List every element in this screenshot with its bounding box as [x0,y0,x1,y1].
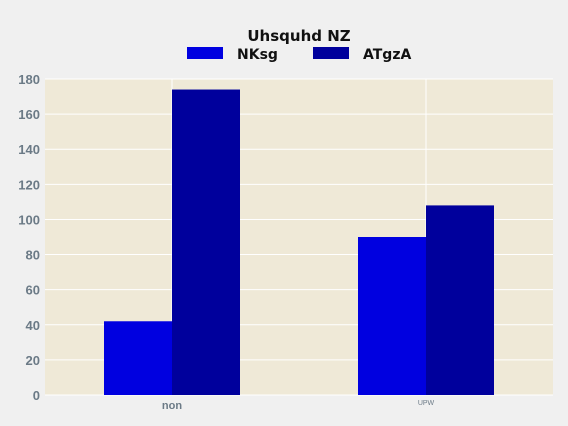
x-axis: non UPW [162,400,435,412]
y-axis: 0 20 40 60 80 100 120 140 160 180 [18,72,40,403]
y-tick-label: 180 [18,72,40,87]
y-tick-label: 140 [18,142,40,157]
y-tick-label: 80 [26,248,40,263]
legend-label-atgza: ATgzA [363,47,411,63]
bar-nksg-non [104,321,172,395]
y-tick-label: 160 [18,107,40,122]
bar-atgza-upw [426,205,494,395]
y-tick-label: 0 [33,388,40,403]
y-tick-label: 60 [26,283,40,298]
y-tick-label: 20 [26,353,40,368]
y-tick-label: 100 [18,212,40,227]
y-tick-label: 40 [26,318,40,333]
x-tick-label-upw: UPW [418,400,435,407]
legend-swatch-atgza [313,47,349,59]
legend: NKsg ATgzA [187,47,411,63]
bar-nksg-upw [358,237,426,395]
bars [104,89,494,396]
chart-title: Uhsquhd NZ [247,27,350,45]
x-tick-label-non: non [162,400,182,412]
legend-label-nksg: NKsg [237,47,278,63]
legend-swatch-nksg [187,47,223,59]
bar-atgza-non [172,89,240,396]
y-tick-label: 120 [18,177,40,192]
